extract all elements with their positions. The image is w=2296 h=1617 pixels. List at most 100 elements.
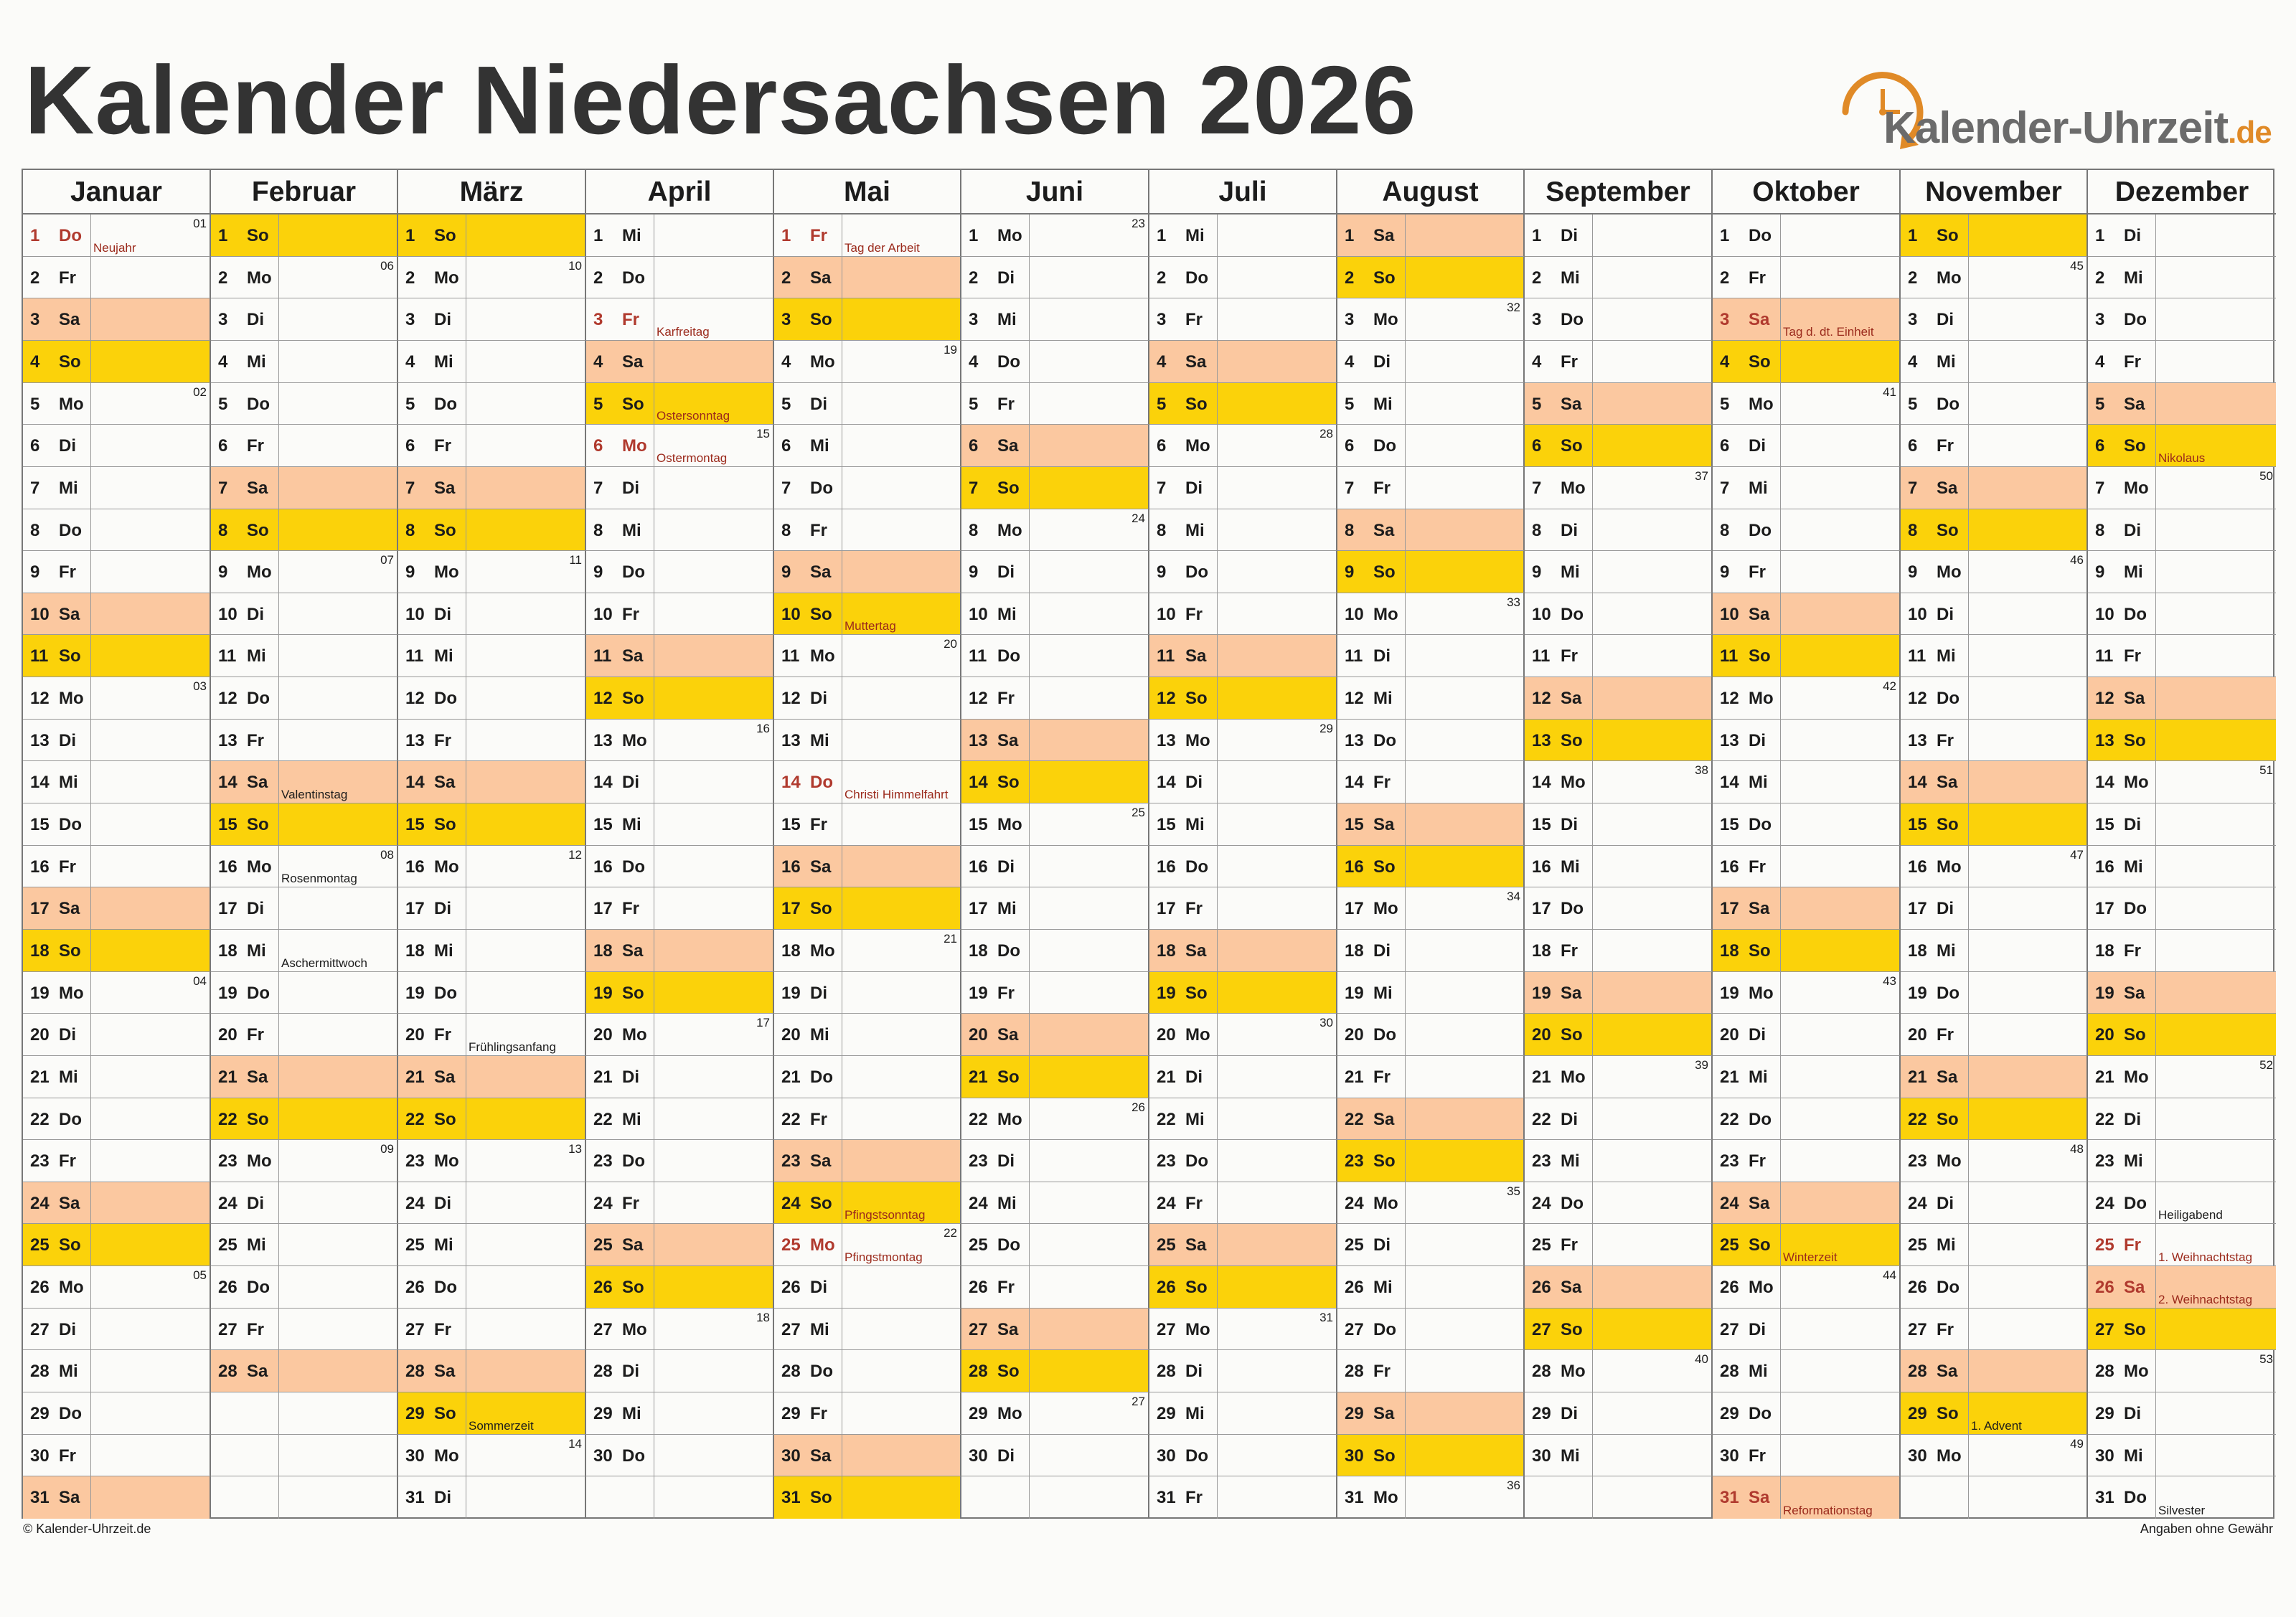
day-cell[interactable]: 16 Fr (1713, 846, 1901, 887)
day-cell[interactable]: 20 So (2088, 1014, 2276, 1056)
day-cell[interactable]: 8 Mo 24 (961, 509, 1149, 551)
day-cell[interactable]: 27 Do (1337, 1309, 1525, 1350)
day-cell[interactable]: 22 Mi (1149, 1098, 1337, 1140)
day-cell[interactable]: 23 Mi (2088, 1140, 2276, 1182)
day-cell[interactable]: 1 Do 01 Neujahr (23, 214, 211, 257)
day-cell[interactable]: 28 Fr (1337, 1350, 1525, 1392)
day-cell[interactable]: 26 Di (774, 1266, 961, 1309)
day-cell[interactable]: 1 Do (1713, 214, 1901, 257)
day-cell[interactable]: 27 Fr (1901, 1309, 2088, 1350)
day-cell[interactable]: 4 So (23, 341, 211, 383)
day-cell[interactable]: 16 Do (1149, 846, 1337, 887)
day-cell[interactable]: 17 Do (1525, 887, 1713, 930)
day-cell[interactable]: 17 So (774, 887, 961, 930)
day-cell[interactable]: 26 So (1149, 1266, 1337, 1309)
day-cell[interactable]: 18 So (23, 930, 211, 972)
day-cell[interactable]: 19 So (1149, 972, 1337, 1014)
day-cell[interactable]: 10 Sa (23, 593, 211, 635)
day-cell[interactable]: 14 Sa (1901, 761, 2088, 803)
day-cell[interactable]: 3 Sa (23, 298, 211, 341)
day-cell[interactable]: 7 Sa (398, 467, 586, 509)
day-cell[interactable]: 16 Do (586, 846, 774, 887)
day-cell[interactable]: 3 Di (211, 298, 398, 341)
day-cell[interactable]: 7 So (961, 467, 1149, 509)
day-cell[interactable]: 26 Mo 44 (1713, 1266, 1901, 1309)
day-cell[interactable]: 9 Mi (2088, 551, 2276, 593)
day-cell[interactable]: 1 So (398, 214, 586, 257)
day-cell[interactable]: 19 Do (1901, 972, 2088, 1014)
day-cell[interactable]: 20 Mi (774, 1014, 961, 1056)
day-cell[interactable]: 10 Fr (586, 593, 774, 635)
day-cell[interactable]: 25 Sa (1149, 1224, 1337, 1266)
day-cell[interactable]: 28 Sa (398, 1350, 586, 1392)
day-cell[interactable]: 22 Mo 26 (961, 1098, 1149, 1140)
day-cell[interactable]: 13 Fr (211, 720, 398, 761)
day-cell[interactable]: 14 Di (1149, 761, 1337, 803)
day-cell[interactable]: 16 Mo 08 Rosenmontag (211, 846, 398, 887)
day-cell[interactable]: 16 Mi (2088, 846, 2276, 887)
day-cell[interactable]: 16 Mo 47 (1901, 846, 2088, 887)
day-cell[interactable]: 9 Fr (1713, 551, 1901, 593)
day-cell[interactable]: 5 Mo 02 (23, 383, 211, 425)
day-cell[interactable]: 3 Di (1901, 298, 2088, 341)
day-cell[interactable]: 21 Mi (23, 1056, 211, 1098)
day-cell[interactable]: 28 Di (586, 1350, 774, 1392)
day-cell[interactable]: 13 Sa (961, 720, 1149, 761)
day-cell[interactable]: 7 Fr (1337, 467, 1525, 509)
day-cell[interactable]: 18 Sa (586, 930, 774, 972)
day-cell[interactable]: 22 Do (1713, 1098, 1901, 1140)
day-cell[interactable]: 16 Sa (774, 846, 961, 887)
day-cell[interactable]: 15 Mi (586, 803, 774, 846)
day-cell[interactable]: 22 Di (1525, 1098, 1713, 1140)
day-cell[interactable]: 2 Mi (1525, 257, 1713, 298)
day-cell[interactable]: 19 Di (774, 972, 961, 1014)
day-cell[interactable]: 13 Mo 29 (1149, 720, 1337, 761)
day-cell[interactable]: 25 Mi (1901, 1224, 2088, 1266)
day-cell[interactable]: 8 So (211, 509, 398, 551)
day-cell[interactable]: 2 Mo 06 (211, 257, 398, 298)
day-cell[interactable]: 20 Do (1337, 1014, 1525, 1056)
day-cell[interactable]: 15 So (398, 803, 586, 846)
day-cell[interactable]: 19 Mo 43 (1713, 972, 1901, 1014)
day-cell[interactable]: 18 Mo 21 (774, 930, 961, 972)
day-cell[interactable]: 1 Mi (1149, 214, 1337, 257)
day-cell[interactable]: 17 Do (2088, 887, 2276, 930)
day-cell[interactable]: 16 Di (961, 846, 1149, 887)
day-cell[interactable]: 6 Fr (1901, 425, 2088, 467)
day-cell[interactable]: 25 Mo 22 Pfingstmontag (774, 1224, 961, 1266)
day-cell[interactable]: 13 Fr (1901, 720, 2088, 761)
day-cell[interactable]: 28 Mi (1713, 1350, 1901, 1392)
day-cell[interactable]: 24 Mo 35 (1337, 1182, 1525, 1224)
day-cell[interactable]: 18 Do (961, 930, 1149, 972)
day-cell[interactable]: 10 Mo 33 (1337, 593, 1525, 635)
day-cell[interactable]: 14 Fr (1337, 761, 1525, 803)
day-cell[interactable]: 5 Di (774, 383, 961, 425)
day-cell[interactable]: 27 Di (23, 1309, 211, 1350)
day-cell[interactable]: 2 Fr (1713, 257, 1901, 298)
day-cell[interactable]: 7 Mi (23, 467, 211, 509)
day-cell[interactable]: 5 Do (211, 383, 398, 425)
day-cell[interactable]: 10 Di (1901, 593, 2088, 635)
day-cell[interactable]: 30 Mi (1525, 1435, 1713, 1476)
day-cell[interactable]: 6 Fr (211, 425, 398, 467)
day-cell[interactable]: 2 Do (1149, 257, 1337, 298)
day-cell[interactable]: 31 Fr (1149, 1476, 1337, 1519)
day-cell[interactable]: 23 Mo 48 (1901, 1140, 2088, 1182)
day-cell[interactable]: 6 Mo 15 Ostermontag (586, 425, 774, 467)
day-cell[interactable]: 23 Sa (774, 1140, 961, 1182)
day-cell[interactable]: 7 Sa (211, 467, 398, 509)
day-cell[interactable]: 10 Mi (961, 593, 1149, 635)
day-cell[interactable]: 14 Do Christi Himmelfahrt (774, 761, 961, 803)
day-cell[interactable]: 17 Di (211, 887, 398, 930)
day-cell[interactable]: 6 Do (1337, 425, 1525, 467)
day-cell[interactable]: 21 Sa (1901, 1056, 2088, 1098)
day-cell[interactable]: 25 Sa (586, 1224, 774, 1266)
day-cell[interactable]: 22 Sa (1337, 1098, 1525, 1140)
day-cell[interactable]: 27 Fr (398, 1309, 586, 1350)
day-cell[interactable]: 8 Di (1525, 509, 1713, 551)
day-cell[interactable]: 25 Fr (1525, 1224, 1713, 1266)
day-cell[interactable]: 3 Mi (961, 298, 1149, 341)
day-cell[interactable]: 8 Fr (774, 509, 961, 551)
day-cell[interactable]: 30 Do (586, 1435, 774, 1476)
day-cell[interactable]: 2 Fr (23, 257, 211, 298)
